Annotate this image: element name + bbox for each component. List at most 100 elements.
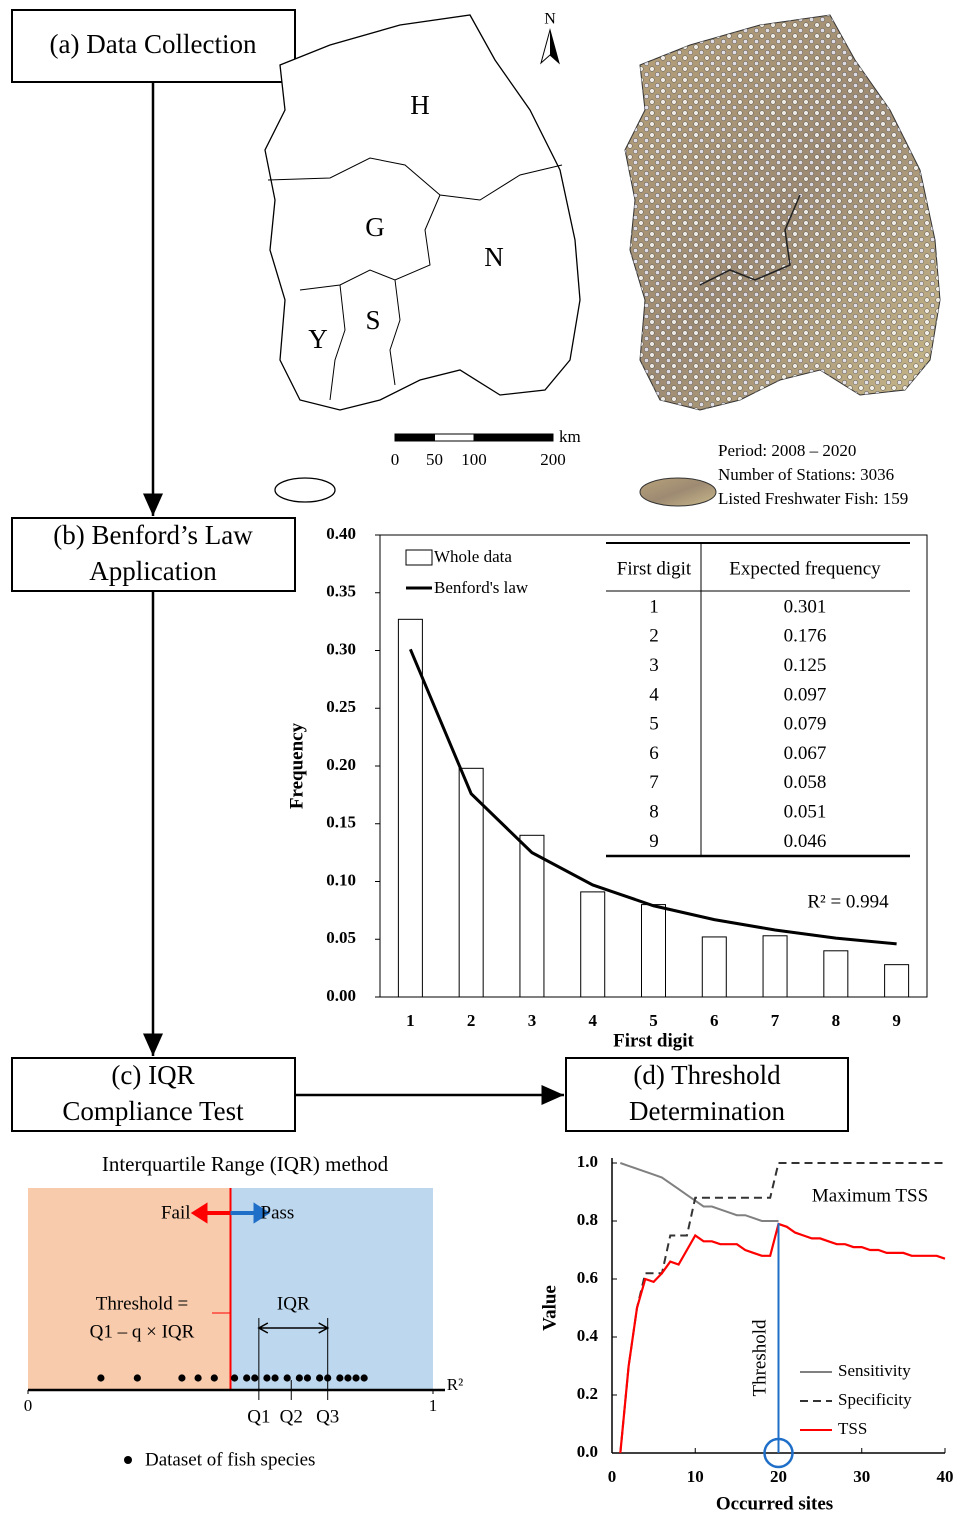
annotation: R² = 0.994 bbox=[807, 891, 889, 912]
table-cell: 0.301 bbox=[784, 596, 827, 617]
data-dot bbox=[263, 1374, 270, 1381]
page: {"steps":[{"lines":["(a) Data Collection… bbox=[0, 0, 956, 1517]
data-dot bbox=[336, 1374, 343, 1381]
y-tick-label: 0.30 bbox=[326, 639, 356, 658]
table-cell: 0.079 bbox=[784, 714, 827, 735]
table-cell: 5 bbox=[649, 714, 659, 735]
x-tick-label: 8 bbox=[832, 1011, 841, 1030]
info-text: Number of Stations: 3036 bbox=[718, 465, 894, 484]
x-axis-title: Occurred sites bbox=[716, 1493, 833, 1514]
scale-label: 0 bbox=[391, 450, 400, 469]
data-dot bbox=[97, 1374, 104, 1381]
station-points bbox=[625, 15, 940, 410]
scale-segment bbox=[474, 434, 553, 441]
threshold-label: Threshold = bbox=[96, 1293, 189, 1314]
data-dot bbox=[195, 1374, 202, 1381]
bar bbox=[702, 937, 726, 997]
y-tick-label: 0.4 bbox=[577, 1326, 599, 1345]
region-label: H bbox=[410, 90, 430, 120]
data-dot bbox=[284, 1374, 291, 1381]
station-map bbox=[625, 15, 940, 506]
table-cell: 4 bbox=[649, 684, 659, 705]
scale-segment bbox=[435, 434, 475, 441]
legend-label: Specificity bbox=[838, 1390, 912, 1409]
x-tick-label: 3 bbox=[528, 1011, 537, 1030]
y-tick-label: 0.0 bbox=[577, 1442, 598, 1461]
y-tick-label: 0.05 bbox=[326, 928, 356, 947]
table-cell: 0.058 bbox=[784, 772, 827, 793]
info-text: Period: 2008 – 2020 bbox=[718, 441, 856, 460]
x-tick-label: 5 bbox=[649, 1011, 658, 1030]
legend-label: Sensitivity bbox=[838, 1361, 911, 1380]
region-label: S bbox=[365, 305, 380, 335]
step-label: (d) Threshold bbox=[633, 1060, 781, 1090]
table-cell: 0.067 bbox=[784, 743, 827, 764]
legend-label: TSS bbox=[838, 1419, 867, 1438]
north-label: N bbox=[544, 11, 556, 28]
data-dot bbox=[344, 1374, 351, 1381]
table-cell: 8 bbox=[649, 801, 659, 822]
region-label: N bbox=[484, 242, 504, 272]
data-dot bbox=[304, 1374, 311, 1381]
legend-label: Benford's law bbox=[434, 578, 529, 597]
series-line bbox=[620, 1163, 945, 1453]
x-tick-label: 0 bbox=[24, 1396, 33, 1415]
table-cell: 0.176 bbox=[784, 626, 827, 647]
data-dot bbox=[352, 1374, 359, 1381]
bar bbox=[398, 619, 422, 997]
data-dot bbox=[243, 1374, 250, 1381]
body: (a) Data Collection (b) Benford’s Law Ap… bbox=[0, 0, 956, 1517]
table-header: First digit bbox=[617, 558, 692, 579]
data-dot bbox=[134, 1374, 141, 1381]
data-dot bbox=[361, 1374, 368, 1381]
pass-label: Pass bbox=[261, 1202, 295, 1223]
y-axis-title: Value bbox=[539, 1285, 560, 1331]
data-dot bbox=[251, 1374, 258, 1381]
x-axis-title: R² bbox=[447, 1375, 463, 1394]
data-dot bbox=[316, 1374, 323, 1381]
table-cell: 0.097 bbox=[784, 684, 827, 705]
bar bbox=[520, 835, 544, 997]
x-tick-label: 0 bbox=[608, 1467, 617, 1486]
region-map: H G N Y S N bbox=[265, 11, 580, 502]
y-tick-label: 0.35 bbox=[326, 582, 356, 601]
bar bbox=[763, 936, 787, 997]
table-cell: 1 bbox=[649, 596, 659, 617]
x-tick-label: 1 bbox=[406, 1011, 415, 1030]
x-tick-label: 6 bbox=[710, 1011, 719, 1030]
step-label: (a) Data Collection bbox=[50, 29, 257, 59]
figure: (a) Data Collection (b) Benford’s Law Ap… bbox=[0, 0, 956, 1517]
fail-label: Fail bbox=[161, 1202, 191, 1223]
x-tick-label: 20 bbox=[770, 1467, 787, 1486]
table-cell: 0.125 bbox=[784, 655, 827, 676]
x-tick-label: 10 bbox=[687, 1467, 704, 1486]
x-tick-label: 9 bbox=[892, 1011, 901, 1030]
y-tick-label: 0.10 bbox=[326, 870, 356, 889]
island bbox=[275, 478, 335, 502]
scale-label: 100 bbox=[461, 450, 487, 469]
bar bbox=[581, 892, 605, 997]
scale-segment bbox=[395, 434, 435, 441]
x-axis-title: First digit bbox=[613, 1030, 694, 1051]
annotation: Threshold bbox=[749, 1319, 770, 1397]
scale-label: 200 bbox=[540, 450, 566, 469]
x-tick-label: 1 bbox=[429, 1396, 438, 1415]
x-tick-label: 7 bbox=[771, 1011, 780, 1030]
bar bbox=[824, 951, 848, 997]
step-label: Application bbox=[89, 556, 217, 586]
quartile-label: Q2 bbox=[280, 1406, 303, 1427]
iqr-label: IQR bbox=[277, 1293, 310, 1314]
table-cell: 6 bbox=[649, 743, 659, 764]
legend-label: Whole data bbox=[434, 547, 512, 566]
table-cell: 3 bbox=[649, 655, 659, 676]
step-label: Compliance Test bbox=[62, 1096, 244, 1126]
diagram-title: Interquartile Range (IQR) method bbox=[102, 1152, 389, 1176]
y-tick-label: 1.0 bbox=[577, 1152, 598, 1171]
table-cell: 2 bbox=[649, 626, 659, 647]
y-tick-label: 0.6 bbox=[577, 1268, 598, 1287]
y-tick-label: 0.25 bbox=[326, 697, 356, 716]
x-tick-label: 2 bbox=[467, 1011, 476, 1030]
step-label: (c) IQR bbox=[111, 1060, 194, 1090]
step-label: (b) Benford’s Law bbox=[53, 520, 253, 550]
threshold-label: Q1 – q × IQR bbox=[90, 1321, 195, 1342]
